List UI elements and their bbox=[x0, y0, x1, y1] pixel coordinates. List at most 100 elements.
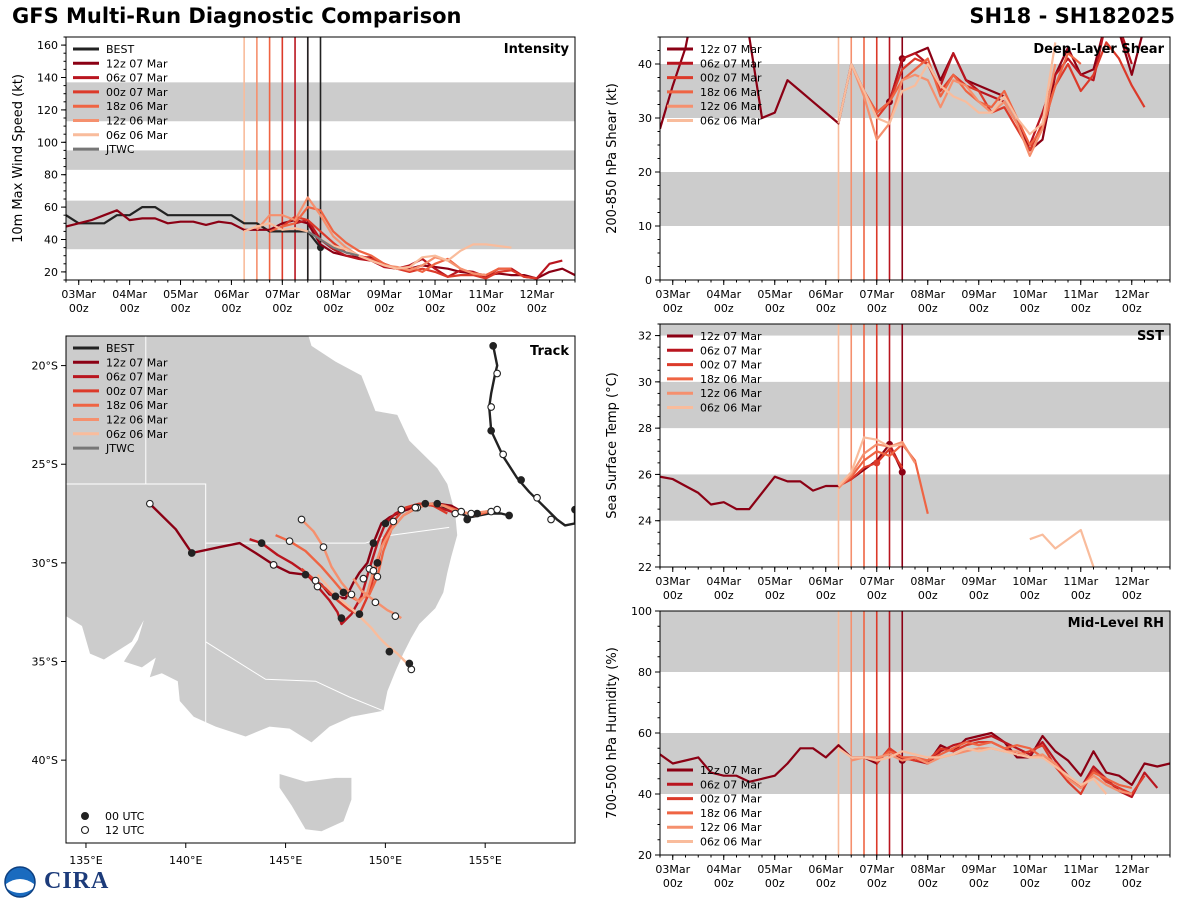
series-line bbox=[307, 230, 359, 257]
track-position bbox=[467, 509, 476, 518]
x-tick-label: 06Mar bbox=[808, 863, 843, 876]
y-tick-label: 60 bbox=[638, 727, 652, 740]
y-tick-label: 120 bbox=[37, 104, 58, 117]
x-tick-label: 140°E bbox=[169, 854, 202, 867]
track-position bbox=[355, 610, 364, 619]
series-line bbox=[660, 443, 904, 511]
x-tick-label: 00z bbox=[1122, 589, 1142, 602]
track-position bbox=[381, 519, 390, 528]
x-tick-label: 08Mar bbox=[316, 288, 351, 301]
x-tick-label: 00z bbox=[1122, 877, 1142, 890]
y-tick-label: 24 bbox=[638, 515, 652, 528]
track-position bbox=[311, 576, 320, 585]
legend-label: JTWC bbox=[105, 143, 135, 156]
x-tick-label: 00z bbox=[1071, 302, 1091, 315]
y-tick-label: 140 bbox=[37, 72, 58, 85]
y-axis-label: 200-850 hPa Shear (kt) bbox=[605, 83, 620, 234]
x-tick-label: 09Mar bbox=[961, 575, 996, 588]
track-line bbox=[488, 345, 575, 527]
x-tick-label: 00z bbox=[918, 589, 938, 602]
x-tick-label: 10Mar bbox=[1012, 288, 1047, 301]
x-tick-label: 07Mar bbox=[859, 575, 894, 588]
track-position bbox=[145, 499, 154, 508]
page-title: GFS Multi-Run Diagnostic Comparison bbox=[12, 4, 462, 28]
y-tick-label: 40 bbox=[638, 58, 652, 71]
legend-label: BEST bbox=[106, 43, 134, 56]
x-tick-label: 00z bbox=[663, 589, 683, 602]
series-dot bbox=[898, 468, 906, 476]
track-position bbox=[493, 369, 502, 378]
shade-band bbox=[660, 172, 1170, 226]
marker-legend-label: 12 UTC bbox=[105, 824, 145, 837]
y-tick-label: 100 bbox=[37, 136, 58, 149]
x-tick-label: 00z bbox=[969, 589, 989, 602]
x-tick-label: 00z bbox=[476, 302, 496, 315]
x-tick-label: 00z bbox=[816, 589, 836, 602]
land-australia bbox=[66, 336, 458, 743]
y-tick-label: 25°S bbox=[32, 458, 58, 471]
panel-sst: 22242628303203Mar00z04Mar00z05Mar00z06Ma… bbox=[605, 323, 1171, 602]
x-tick-label: 09Mar bbox=[961, 863, 996, 876]
y-tick-label: 32 bbox=[638, 330, 652, 343]
legend-label: 06z 07 Mar bbox=[106, 72, 168, 85]
land-tasmania bbox=[279, 774, 352, 832]
legend-label: 06z 06 Mar bbox=[106, 428, 168, 441]
x-tick-label: 00z bbox=[714, 877, 734, 890]
track-position bbox=[457, 507, 466, 516]
x-tick-label: 06Mar bbox=[808, 288, 843, 301]
series-line bbox=[850, 63, 1057, 157]
track-position bbox=[373, 572, 382, 581]
x-tick-label: 150°E bbox=[369, 854, 402, 867]
legend-label: 12z 06 Mar bbox=[700, 821, 762, 834]
x-tick-label: 11Mar bbox=[1063, 863, 1098, 876]
y-tick-label: 40 bbox=[638, 788, 652, 801]
x-tick-label: 00z bbox=[1020, 589, 1040, 602]
track-position bbox=[547, 515, 555, 524]
plot-area bbox=[66, 37, 575, 280]
series-line bbox=[875, 41, 1146, 152]
legend-label: 00z 07 Mar bbox=[700, 72, 762, 85]
plot-area bbox=[660, 37, 1170, 280]
legend-label: 18z 06 Mar bbox=[106, 399, 168, 412]
x-tick-label: 04Mar bbox=[112, 288, 147, 301]
y-tick-label: 28 bbox=[638, 422, 652, 435]
legend-label: 12z 07 Mar bbox=[700, 330, 762, 343]
y-tick-label: 60 bbox=[44, 201, 58, 214]
y-tick-label: 20°S bbox=[32, 360, 58, 373]
x-tick-label: 09Mar bbox=[367, 288, 402, 301]
x-tick-label: 00z bbox=[1071, 589, 1091, 602]
track-position bbox=[331, 592, 340, 601]
track-position bbox=[533, 493, 541, 502]
x-tick-label: 03Mar bbox=[655, 575, 690, 588]
x-tick-label: 00z bbox=[969, 302, 989, 315]
x-tick-label: 00z bbox=[1020, 877, 1040, 890]
panel-track: 135°E 140°E 145°E 150°E 155°E 20°S 25°S 30°S 35°… bbox=[32, 335, 576, 867]
track-position bbox=[373, 559, 382, 567]
y-tick-label: 10 bbox=[638, 220, 652, 233]
x-tick-label: 04Mar bbox=[706, 863, 741, 876]
legend-label: 12z 06 Mar bbox=[700, 387, 762, 400]
legend-label: BEST bbox=[106, 342, 134, 355]
legend-label: 18z 06 Mar bbox=[700, 807, 762, 820]
x-tick-label: 08Mar bbox=[910, 863, 945, 876]
x-tick-label: 00z bbox=[527, 302, 547, 315]
track-position bbox=[319, 543, 328, 551]
panel-title: Deep-Layer Shear bbox=[1033, 42, 1164, 57]
x-tick-label: 10Mar bbox=[418, 288, 453, 301]
track-position bbox=[397, 505, 406, 514]
x-tick-label: 135°E bbox=[69, 854, 102, 867]
plot-area bbox=[660, 324, 1170, 567]
track-position bbox=[389, 517, 398, 526]
y-tick-label: 80 bbox=[638, 666, 652, 679]
x-tick-label: 10Mar bbox=[1012, 863, 1047, 876]
shade-band bbox=[660, 611, 1170, 672]
track-position bbox=[463, 515, 472, 524]
legend-label: 06z 06 Mar bbox=[700, 836, 762, 849]
panel-title: Intensity bbox=[504, 42, 570, 57]
legend-label: 00z 07 Mar bbox=[700, 359, 762, 372]
panel-title: Mid-Level RH bbox=[1068, 616, 1164, 631]
state-border bbox=[66, 483, 450, 544]
y-tick-label: 100 bbox=[631, 605, 652, 618]
x-tick-label: 05Mar bbox=[757, 288, 792, 301]
